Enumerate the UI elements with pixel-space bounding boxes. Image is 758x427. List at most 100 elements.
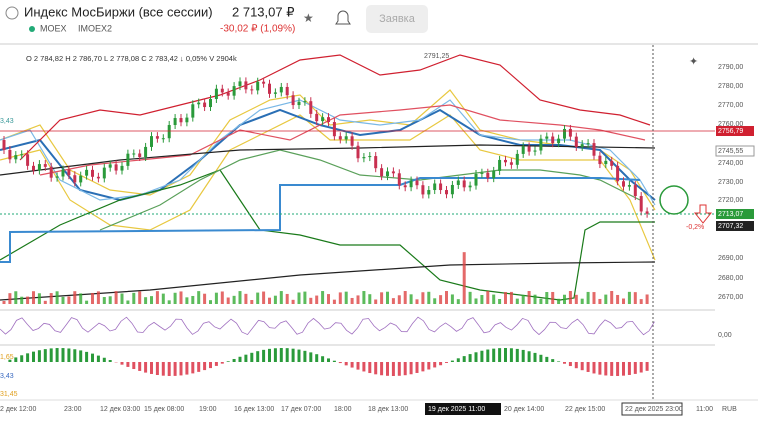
candle-body [274, 92, 277, 93]
price-axis-label: 2680,00 [718, 275, 743, 282]
magic-icon[interactable]: ✦ [689, 56, 698, 68]
change: -30,02 ₽ (1,09%) [220, 24, 295, 35]
price-axis-label: 2713,07 [718, 211, 743, 218]
histogram-bar [339, 362, 342, 363]
candle-body [427, 190, 430, 194]
histogram-bar [274, 348, 277, 362]
histogram-bar [197, 362, 200, 372]
candle-body [239, 81, 242, 86]
candle-body [150, 136, 153, 147]
change-marker: -0,2% [686, 224, 704, 231]
candle-body [357, 146, 360, 158]
volume-bar [203, 294, 206, 304]
histogram-bar [209, 362, 212, 368]
candle-body [315, 114, 318, 121]
candle-body [416, 181, 419, 186]
candle-body [138, 153, 141, 157]
histogram-bar [239, 357, 242, 362]
histogram-bar [56, 348, 59, 362]
volume-bar [593, 292, 596, 304]
volume-bar [498, 299, 501, 304]
candle-body [191, 104, 194, 117]
volume-bar [103, 297, 106, 304]
histogram-bar [522, 350, 525, 362]
histogram-bar [180, 362, 183, 375]
price-axis-label: 2790,00 [718, 64, 743, 71]
candle-body [616, 166, 619, 181]
histogram-bar [144, 362, 147, 373]
price-axis-label: 2690,00 [718, 255, 743, 262]
histogram-bar [616, 362, 619, 376]
histogram-bar [463, 356, 466, 362]
volume-bar [156, 291, 159, 304]
candle-body [292, 95, 295, 105]
histogram-bar [327, 358, 330, 362]
histogram-bar [581, 362, 584, 370]
candle-body [386, 171, 389, 176]
histogram-bar [427, 362, 430, 370]
histogram-bar [469, 354, 472, 362]
volume-bar [286, 294, 289, 304]
candle-body [14, 155, 17, 159]
candle-body [362, 157, 365, 158]
volume-bar [475, 298, 478, 304]
histogram-bar [646, 362, 649, 371]
candle-body [227, 92, 230, 95]
histogram-bar [97, 356, 100, 362]
candle-body [50, 167, 53, 178]
volume-bar [480, 295, 483, 304]
price-axis-label: 2756,79 [718, 128, 743, 135]
price-axis-label: 2720,00 [718, 197, 743, 204]
candle-body [56, 177, 59, 178]
volume-bar [138, 291, 141, 304]
histogram-bar [191, 362, 194, 373]
volume-bar [14, 291, 17, 304]
histogram-bar [32, 352, 35, 362]
volume-bar [85, 301, 88, 304]
candle-body [498, 160, 501, 171]
candle-body [345, 136, 348, 139]
histogram-bar [280, 348, 283, 362]
volume-bar [421, 292, 424, 304]
volume-bar [185, 297, 188, 304]
star-icon[interactable]: ★ [303, 11, 314, 25]
histogram-bar [362, 362, 365, 371]
candle-body [203, 103, 206, 107]
volume-bar [357, 295, 360, 304]
time-axis-label: 20 дек 14:00 [504, 406, 544, 413]
histogram-bar [457, 358, 460, 362]
candle-body [20, 154, 23, 155]
histogram-bar [557, 361, 560, 362]
histogram-bar [168, 362, 171, 376]
volume-bar [180, 291, 183, 304]
histogram-bar [227, 361, 230, 362]
candle-body [486, 173, 489, 178]
volume-bar [551, 292, 554, 304]
time-axis-label: 11:00 [696, 406, 713, 413]
histogram-bar [539, 355, 542, 362]
volume-bar [315, 296, 318, 304]
histogram-bar [286, 348, 289, 362]
histogram-bar [433, 362, 436, 367]
histogram-bar [569, 362, 572, 366]
candle-body [85, 170, 88, 176]
histogram-bar [333, 361, 336, 362]
histogram-bar [504, 348, 507, 362]
volume-bar [32, 291, 35, 304]
volume-bar [398, 295, 401, 304]
histogram-bar [451, 361, 454, 362]
volume-bar [646, 294, 649, 304]
volume-bar [56, 291, 59, 304]
candle-body [622, 181, 625, 186]
volume-bar [38, 293, 41, 304]
histogram-bar [492, 349, 495, 362]
volume-bar [8, 293, 11, 304]
price-axis-label: 2770,00 [718, 102, 743, 109]
volume-bar [439, 295, 442, 304]
histogram-bar [545, 357, 548, 362]
volume-bar [150, 296, 153, 304]
time-axis-label: 18 дек 13:00 [368, 406, 408, 413]
histogram-bar [610, 362, 613, 376]
candle-body [463, 180, 466, 187]
